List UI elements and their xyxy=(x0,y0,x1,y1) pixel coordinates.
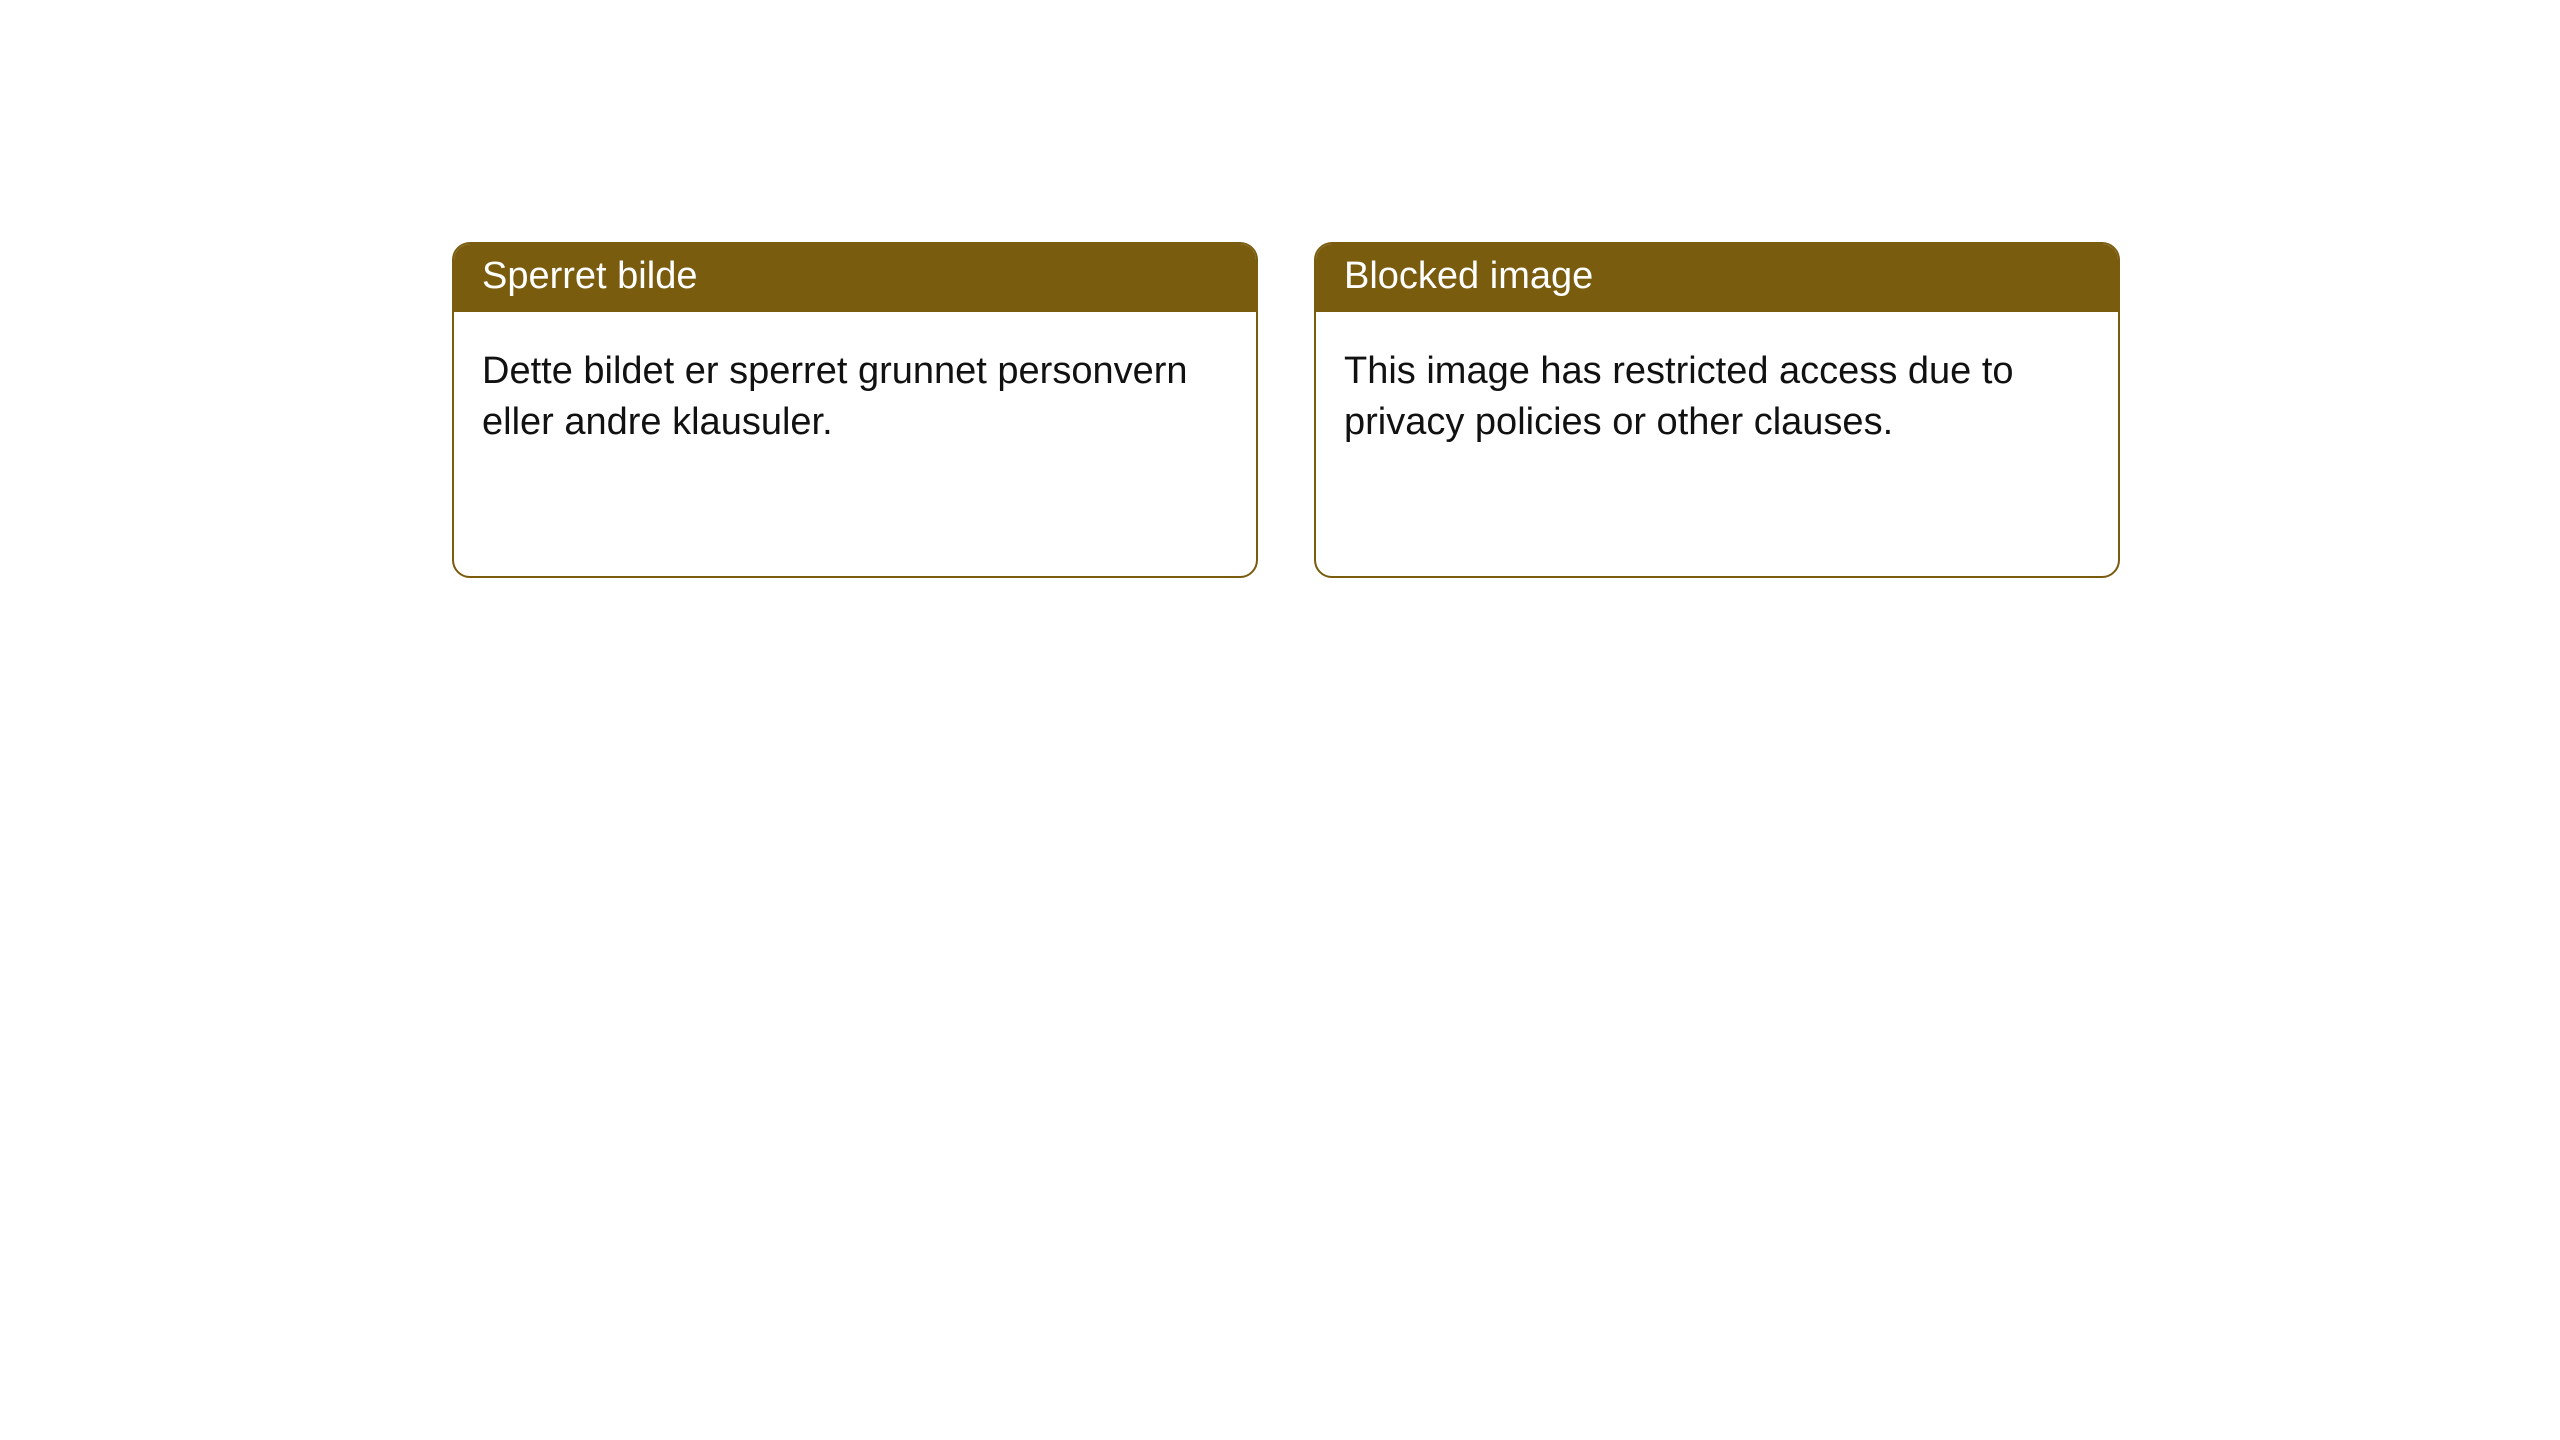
notice-card-english: Blocked image This image has restricted … xyxy=(1314,242,2120,578)
notice-container: Sperret bilde Dette bildet er sperret gr… xyxy=(0,0,2560,578)
notice-card-norwegian: Sperret bilde Dette bildet er sperret gr… xyxy=(452,242,1258,578)
notice-body: This image has restricted access due to … xyxy=(1316,312,2118,483)
notice-header: Sperret bilde xyxy=(454,244,1256,312)
notice-header: Blocked image xyxy=(1316,244,2118,312)
notice-body: Dette bildet er sperret grunnet personve… xyxy=(454,312,1256,483)
